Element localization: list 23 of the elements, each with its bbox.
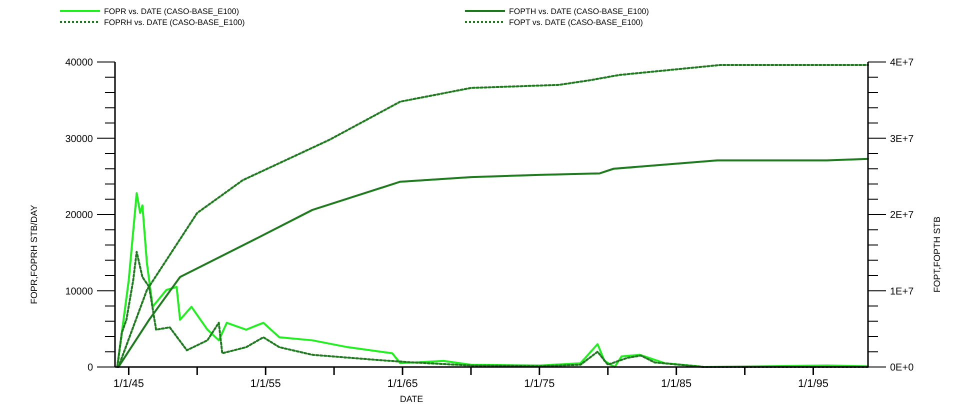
- y-tick-label: 0: [87, 362, 94, 374]
- y2-tick-label: 2E+7: [890, 210, 914, 221]
- legend-label: FOPR vs. DATE (CASO-BASE_E100): [104, 6, 240, 16]
- y-tick-label: 20000: [65, 210, 94, 221]
- y2-axis-title: FOPT,FOPTH STB: [932, 216, 942, 293]
- x-tick-label: 1/1/55: [250, 378, 281, 390]
- y2-tick-label: 0E+0: [890, 362, 914, 374]
- y-tick-label: 30000: [65, 134, 94, 145]
- y-tick-label: 40000: [65, 58, 94, 68]
- y2-tick-label: 4E+7: [890, 58, 914, 68]
- y-axis-title: FOPR,FOPRH STB/DAY: [29, 204, 39, 304]
- x-tick-label: 1/1/75: [524, 378, 555, 390]
- y2-tick-label: 1E+7: [890, 286, 914, 298]
- x-tick-label: 1/1/85: [661, 378, 692, 390]
- legend-label: FOPT vs. DATE (CASO-BASE_E100): [509, 18, 644, 27]
- y2-tick-label: 3E+7: [890, 134, 914, 145]
- legend-label: FOPRH vs. DATE (CASO-BASE_E100): [104, 18, 246, 27]
- x-tick-label: 1/1/45: [113, 378, 144, 390]
- legend-label: FOPTH vs. DATE (CASO-BASE_E100): [509, 6, 650, 16]
- x-tick-label: 1/1/65: [387, 378, 418, 390]
- x-axis-title: DATE: [400, 394, 424, 404]
- y-tick-label: 10000: [65, 286, 94, 298]
- x-tick-label: 1/1/95: [798, 378, 829, 390]
